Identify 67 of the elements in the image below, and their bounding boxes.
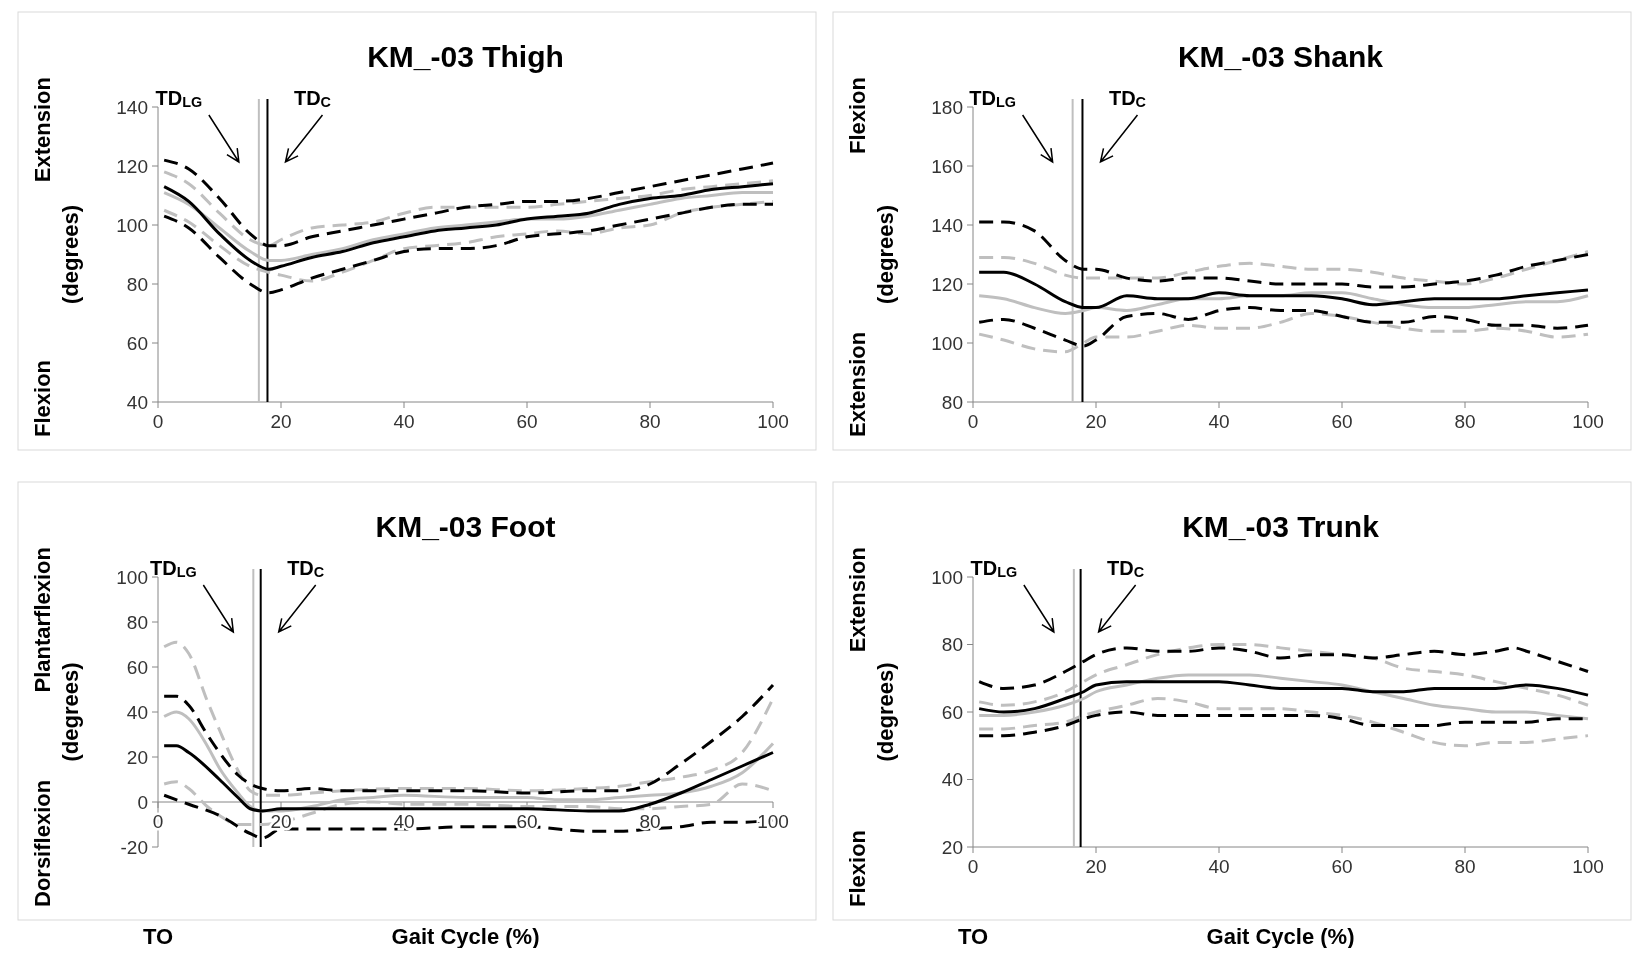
x-tick-label: 80 bbox=[1454, 856, 1476, 877]
x-tick-label: 40 bbox=[393, 411, 415, 432]
x-tick-label: 0 bbox=[967, 856, 979, 877]
x-tick-label: 80 bbox=[639, 811, 661, 832]
y-tick-label: 20 bbox=[126, 746, 148, 768]
x-tick-label: 20 bbox=[1085, 411, 1107, 432]
ref-line-label: TD$_{LG}$ bbox=[150, 557, 197, 580]
y-tick-label: 100 bbox=[116, 214, 148, 236]
x-tick-label: 60 bbox=[1331, 856, 1353, 877]
chart-title: KM_-03 Shank bbox=[1177, 40, 1384, 73]
y-tick-label: 160 bbox=[931, 155, 963, 177]
ref-line-label: TD$_{C}$ bbox=[1107, 557, 1145, 580]
y-tick-label: 100 bbox=[931, 332, 963, 354]
x-tick-label: 80 bbox=[639, 411, 661, 432]
text: TO bbox=[142, 924, 174, 949]
y-tick-label: 60 bbox=[941, 701, 963, 723]
x-tick-label: 60 bbox=[1331, 411, 1353, 432]
chart-title: KM_-03 Trunk bbox=[1182, 510, 1380, 543]
y-tick-label: 60 bbox=[126, 332, 148, 354]
x-tick-label: 80 bbox=[1454, 411, 1476, 432]
x-axis-title: Gait Cycle (%) bbox=[1206, 924, 1355, 949]
x-tick-label: 20 bbox=[270, 811, 292, 832]
y-tick-label: 80 bbox=[126, 611, 148, 633]
y-tick-label: 180 bbox=[931, 96, 963, 118]
ref-line-label: TD$_{C}$ bbox=[1108, 87, 1147, 110]
text: Flexion Extension (degrees) bbox=[845, 547, 898, 907]
y-tick-label: 100 bbox=[116, 566, 148, 588]
y-tick-label: 40 bbox=[126, 391, 148, 413]
y-tick-label: 120 bbox=[931, 273, 963, 295]
x-tick-label: 100 bbox=[757, 811, 789, 832]
text: Flexion Extension (degrees) bbox=[30, 77, 83, 437]
text: Extension Flexion (degrees) bbox=[845, 77, 898, 437]
x-tick-label: 20 bbox=[270, 411, 292, 432]
x-tick-label: 40 bbox=[1208, 856, 1230, 877]
chart-title: KM_-03 Foot bbox=[375, 510, 556, 543]
y-tick-label: -20 bbox=[120, 836, 148, 858]
x-tick-label: 100 bbox=[1572, 411, 1604, 432]
y-tick-label: 120 bbox=[116, 155, 148, 177]
y-tick-label: 140 bbox=[116, 96, 148, 118]
y-tick-label: 140 bbox=[931, 214, 963, 236]
x-tick-label: 40 bbox=[1208, 411, 1230, 432]
ref-line-label: TD$_{LG}$ bbox=[969, 87, 1016, 110]
x-axis-title: Gait Cycle (%) bbox=[391, 924, 540, 949]
y-tick-label: 80 bbox=[941, 391, 963, 413]
ref-line-label: TD$_{LG}$ bbox=[970, 557, 1018, 580]
chart-title: KM_-03 Thigh bbox=[367, 40, 564, 73]
x-tick-label: 0 bbox=[967, 411, 979, 432]
x-tick-label: 100 bbox=[1572, 856, 1604, 877]
x-tick-label: 20 bbox=[1085, 856, 1107, 877]
x-tick-label: 40 bbox=[393, 811, 415, 832]
y-tick-label: 80 bbox=[941, 634, 963, 656]
y-tick-label: 100 bbox=[931, 566, 963, 588]
x-tick-label: 0 bbox=[152, 811, 164, 832]
text: Dorsiflexion Plantarflexion (degrees) bbox=[30, 547, 83, 907]
ref-line-label: TD$_{LG}$ bbox=[155, 87, 203, 110]
ref-line-label: TD$_{C}$ bbox=[287, 557, 325, 580]
y-tick-label: 40 bbox=[126, 701, 148, 723]
x-tick-label: 0 bbox=[152, 411, 164, 432]
y-tick-label: 40 bbox=[941, 769, 963, 791]
text: TO bbox=[957, 924, 989, 949]
y-tick-label: 20 bbox=[941, 836, 963, 858]
x-tick-label: 60 bbox=[516, 411, 538, 432]
x-tick-label: 100 bbox=[757, 411, 789, 432]
y-tick-label: 80 bbox=[126, 273, 148, 295]
ref-line-label: TD$_{C}$ bbox=[293, 87, 332, 110]
y-tick-label: 0 bbox=[137, 791, 148, 813]
y-tick-label: 60 bbox=[126, 656, 148, 678]
